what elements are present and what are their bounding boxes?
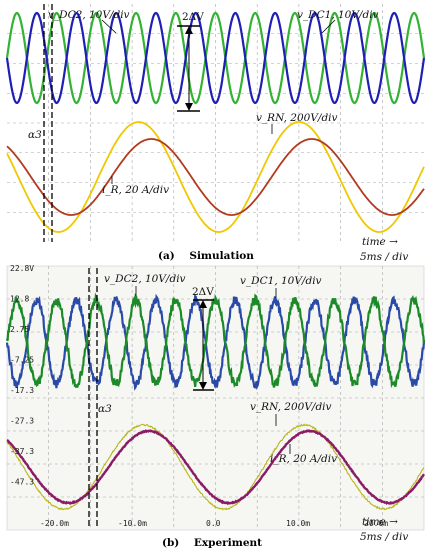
- x-tick-label-experiment: 0.0: [206, 519, 221, 528]
- y-tick-label-experiment: -37.3: [10, 447, 34, 456]
- delta-label-simulation: 2ΔV: [182, 11, 204, 23]
- y-tick-label-experiment: -7.25: [10, 356, 34, 365]
- label-vrn-simulation: v_RN, 200V/div: [256, 112, 338, 124]
- time-scale-experiment: 5ms / div: [360, 531, 408, 543]
- y-tick-label-experiment: 2.75: [10, 325, 29, 334]
- label-ir-experiment: i_R, 20 A/div: [270, 453, 337, 465]
- x-tick-label-experiment: 10.0m: [286, 519, 310, 528]
- label-vdc1-simulation: v_DC1, 10V/div: [297, 9, 379, 21]
- y-tick-label-experiment: 12.8: [10, 295, 29, 304]
- x-tick-label-experiment: -20.0m: [40, 519, 69, 528]
- alpha-label-experiment: α3: [98, 403, 112, 415]
- x-tick-label-experiment: -10.0m: [118, 519, 147, 528]
- y-tick-label-experiment: 22.8V: [10, 264, 34, 273]
- label-vdc2-simulation: v_DC2, 10V/div: [48, 9, 130, 21]
- time-label-experiment: time →: [362, 516, 398, 528]
- y-tick-label-experiment: -47.3: [10, 478, 34, 487]
- caption-experiment: (b) Experiment: [162, 537, 262, 549]
- label-vdc1-experiment: v_DC1, 10V/div: [240, 275, 322, 287]
- time-scale-simulation: 5ms / div: [360, 251, 408, 263]
- caption-simulation: (a) Simulation: [158, 250, 254, 262]
- label-ir-simulation: i_R, 20 A/div: [102, 184, 169, 196]
- delta-label-experiment: 2ΔV: [192, 286, 214, 298]
- panel-experiment: 22.8V 12.8 2.75 -7.25 -17.3 -27.3 -37.3 -47.3 -2…: [7, 264, 424, 530]
- time-label-simulation: time →: [362, 236, 398, 248]
- alpha-label-simulation: α3: [28, 129, 42, 141]
- label-vdc2-experiment: v_DC2, 10V/div: [104, 273, 186, 285]
- label-vrn-experiment: v_RN, 200V/div: [250, 401, 332, 413]
- panel-simulation: [7, 4, 424, 242]
- y-tick-label-experiment: -27.3: [10, 417, 34, 426]
- y-tick-label-experiment: -17.3: [10, 386, 34, 395]
